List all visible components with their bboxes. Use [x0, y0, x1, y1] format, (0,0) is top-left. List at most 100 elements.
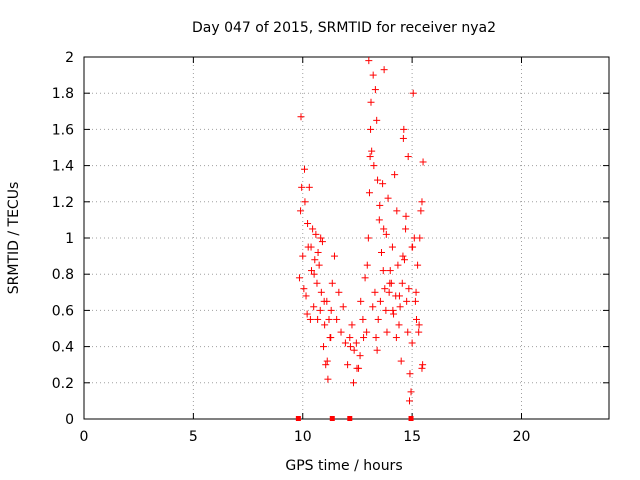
- data-point: [392, 334, 400, 342]
- zero-marker: [347, 416, 353, 421]
- data-point: [404, 153, 412, 161]
- data-point: [368, 147, 376, 155]
- data-point: [408, 339, 416, 347]
- data-point: [369, 71, 377, 79]
- data-point: [314, 315, 322, 323]
- x-tick-label: 5: [189, 429, 198, 445]
- data-point: [298, 183, 306, 191]
- data-point: [408, 243, 416, 251]
- data-point: [297, 113, 305, 121]
- data-point: [352, 339, 360, 347]
- data-point: [417, 207, 425, 215]
- data-point: [389, 306, 397, 314]
- data-point: [317, 288, 325, 296]
- data-point: [346, 334, 354, 342]
- data-point: [300, 285, 308, 293]
- data-point: [306, 315, 314, 323]
- data-point: [386, 279, 394, 287]
- data-point: [382, 230, 390, 238]
- data-point: [367, 98, 375, 106]
- data-point: [365, 57, 373, 65]
- data-point: [333, 315, 341, 323]
- data-point: [325, 315, 333, 323]
- data-point: [295, 274, 303, 282]
- chart-title: Day 047 of 2015, SRMTID for receiver nya…: [192, 20, 496, 36]
- data-point: [321, 321, 329, 329]
- data-point: [301, 165, 308, 173]
- data-point: [360, 334, 368, 342]
- y-tick-label: 1.4: [52, 159, 74, 175]
- data-point: [369, 303, 377, 311]
- data-point: [297, 207, 305, 215]
- data-point: [375, 216, 383, 224]
- data-point: [310, 270, 318, 278]
- data-point: [400, 125, 408, 133]
- data-point: [320, 343, 328, 351]
- data-point: [404, 328, 412, 336]
- data-point: [356, 352, 364, 360]
- data-point: [418, 198, 426, 206]
- data-point: [384, 194, 392, 202]
- data-point: [398, 279, 406, 287]
- data-point: [406, 397, 413, 405]
- data-point: [327, 334, 335, 342]
- data-point: [394, 261, 402, 269]
- data-point: [396, 303, 404, 311]
- x-tick-label: 20: [513, 429, 531, 445]
- data-point: [307, 243, 315, 251]
- data-point: [397, 357, 405, 365]
- data-point: [304, 220, 312, 228]
- data-point: [308, 267, 315, 275]
- x-tick-label: 10: [294, 429, 312, 445]
- data-point: [370, 162, 378, 170]
- data-point: [330, 252, 338, 260]
- y-tick-label: 2: [65, 50, 74, 66]
- data-point: [315, 261, 323, 269]
- data-point: [419, 361, 427, 369]
- data-point: [328, 279, 336, 287]
- data-point: [419, 158, 427, 166]
- data-point: [364, 234, 372, 242]
- data-point: [366, 153, 374, 161]
- data-point: [381, 285, 389, 293]
- data-point: [374, 176, 382, 184]
- data-point: [402, 225, 410, 233]
- data-point: [411, 297, 419, 305]
- y-tick-label: 0: [65, 412, 74, 428]
- data-point: [390, 310, 398, 318]
- y-tick-label: 1.8: [52, 86, 74, 102]
- data-point: [376, 297, 384, 305]
- data-points: [295, 57, 427, 421]
- data-point: [379, 267, 387, 275]
- data-point: [361, 274, 369, 282]
- data-point: [346, 343, 354, 351]
- data-point: [363, 328, 371, 336]
- data-point: [403, 297, 411, 305]
- data-point: [303, 310, 311, 318]
- x-tick-label: 15: [403, 429, 421, 445]
- data-point: [309, 225, 317, 233]
- data-point: [378, 248, 385, 256]
- x-axis-label: GPS time / hours: [285, 458, 402, 474]
- data-point: [380, 225, 388, 233]
- data-point: [311, 256, 319, 264]
- data-point: [313, 279, 321, 287]
- data-point: [372, 334, 380, 342]
- data-point: [365, 189, 373, 197]
- y-tick-label: 1: [65, 231, 74, 247]
- zero-marker: [329, 416, 335, 421]
- data-point: [353, 364, 361, 372]
- data-point: [367, 125, 375, 133]
- data-point: [335, 288, 343, 296]
- data-point: [407, 388, 415, 396]
- data-point: [393, 207, 401, 215]
- data-point: [323, 357, 331, 365]
- data-point: [399, 134, 407, 142]
- data-point: [350, 346, 358, 354]
- data-point: [327, 306, 335, 314]
- data-point: [380, 66, 388, 74]
- data-point: [395, 321, 403, 329]
- data-point: [391, 171, 399, 179]
- data-point: [395, 292, 403, 300]
